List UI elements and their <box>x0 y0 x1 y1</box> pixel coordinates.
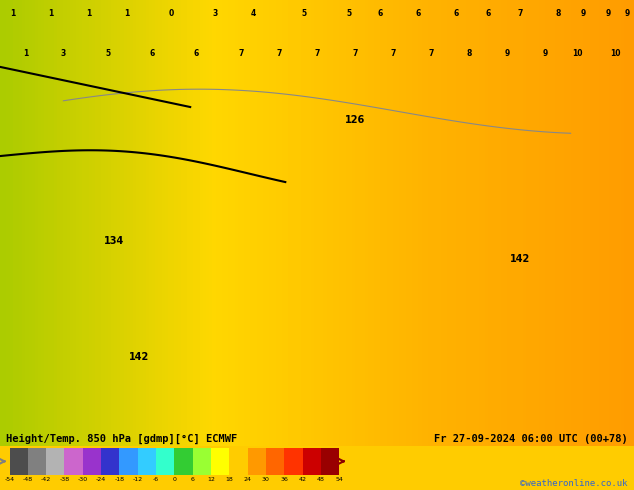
Text: 4: 4 <box>251 9 256 18</box>
Text: 5: 5 <box>302 9 307 18</box>
Text: 1: 1 <box>10 9 15 18</box>
Text: ©weatheronline.co.uk: ©weatheronline.co.uk <box>520 479 628 488</box>
Text: 7: 7 <box>353 49 358 58</box>
Text: -24: -24 <box>96 477 107 482</box>
Bar <box>248 448 266 474</box>
Text: 134: 134 <box>104 236 124 246</box>
Bar <box>156 448 174 474</box>
Text: -54: -54 <box>4 477 15 482</box>
Text: 7: 7 <box>238 49 243 58</box>
Text: 142: 142 <box>129 352 150 362</box>
Bar <box>302 448 321 474</box>
Text: 0: 0 <box>169 9 174 18</box>
Text: 48: 48 <box>317 477 325 482</box>
Text: 6: 6 <box>416 9 421 18</box>
Text: 3: 3 <box>61 49 66 58</box>
Bar <box>284 448 302 474</box>
Bar <box>83 448 101 474</box>
Text: 7: 7 <box>429 49 434 58</box>
Bar <box>174 448 193 474</box>
Text: 9: 9 <box>625 9 630 18</box>
Bar <box>101 448 119 474</box>
Text: -12: -12 <box>133 477 143 482</box>
Text: 9: 9 <box>505 49 510 58</box>
Bar <box>211 448 230 474</box>
Text: Fr 27-09-2024 06:00 UTC (00+78): Fr 27-09-2024 06:00 UTC (00+78) <box>434 434 628 444</box>
Text: 9: 9 <box>581 9 586 18</box>
Text: -42: -42 <box>41 477 51 482</box>
Bar <box>138 448 156 474</box>
Text: 10: 10 <box>572 49 582 58</box>
Text: 6: 6 <box>194 49 199 58</box>
Bar <box>266 448 284 474</box>
Text: 0: 0 <box>172 477 176 482</box>
Bar <box>230 448 248 474</box>
Text: 8: 8 <box>467 49 472 58</box>
Text: 7: 7 <box>276 49 281 58</box>
Text: 6: 6 <box>486 9 491 18</box>
Text: 5: 5 <box>105 49 110 58</box>
Text: -30: -30 <box>78 477 88 482</box>
Text: 1: 1 <box>86 9 91 18</box>
Text: Height/Temp. 850 hPa [gdmp][°C] ECMWF: Height/Temp. 850 hPa [gdmp][°C] ECMWF <box>6 434 238 444</box>
Bar <box>65 448 83 474</box>
Bar <box>10 448 28 474</box>
Text: -6: -6 <box>153 477 159 482</box>
Bar <box>119 448 138 474</box>
Text: 5: 5 <box>346 9 351 18</box>
Text: 8: 8 <box>555 9 560 18</box>
Text: 18: 18 <box>226 477 233 482</box>
Text: 6: 6 <box>191 477 195 482</box>
Bar <box>321 448 339 474</box>
Text: 6: 6 <box>454 9 459 18</box>
Bar <box>46 448 65 474</box>
Text: -18: -18 <box>114 477 124 482</box>
Text: 9: 9 <box>606 9 611 18</box>
Text: 1: 1 <box>23 49 28 58</box>
Text: 142: 142 <box>510 254 530 264</box>
Text: 10: 10 <box>610 49 620 58</box>
Bar <box>28 448 46 474</box>
Text: 1: 1 <box>48 9 53 18</box>
Bar <box>193 448 211 474</box>
Text: 30: 30 <box>262 477 270 482</box>
Text: 7: 7 <box>391 49 396 58</box>
Text: 36: 36 <box>280 477 288 482</box>
Text: 1: 1 <box>124 9 129 18</box>
Text: 9: 9 <box>543 49 548 58</box>
Text: 42: 42 <box>299 477 307 482</box>
Text: 6: 6 <box>150 49 155 58</box>
Text: 6: 6 <box>378 9 383 18</box>
Text: 3: 3 <box>213 9 218 18</box>
Text: -48: -48 <box>23 477 33 482</box>
Text: 12: 12 <box>207 477 215 482</box>
Text: 126: 126 <box>345 115 365 125</box>
Text: 7: 7 <box>314 49 320 58</box>
Text: -38: -38 <box>60 477 70 482</box>
Text: 24: 24 <box>243 477 252 482</box>
Text: 54: 54 <box>335 477 343 482</box>
Text: 7: 7 <box>517 9 522 18</box>
